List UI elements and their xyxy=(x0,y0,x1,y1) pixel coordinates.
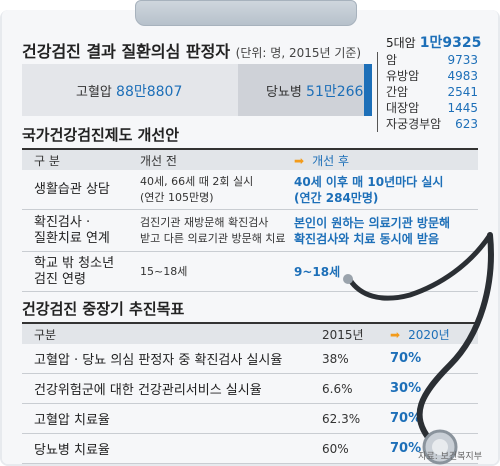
diabetes-value: 51만266 xyxy=(306,84,364,100)
cancer-row: 대장암 1445 xyxy=(386,101,478,115)
table-row: 건강위험군에 대한 건강관리서비스 실시율 6.6% 30% xyxy=(22,374,478,404)
arrow-right-icon: ➡ xyxy=(294,154,305,168)
table-row: 당뇨병 치료율 60% 70% xyxy=(22,434,478,464)
cancer-list: 암 9733 유방암 4983 간암 2541 대장암 1445 자궁경부암 623 xyxy=(386,52,478,132)
table-row: 고혈압 · 당뇨 의심 판정자 중 확진검사 실시율 38% 70% xyxy=(22,344,478,374)
table-row: 학교 밖 청소년 검진 연령 15~18세 9~18세 xyxy=(22,252,478,292)
hypertension-bar xyxy=(22,64,238,116)
table-row: 확진검사 · 질환치료 연계 검진기관 재방문해 확진검사 받고 다른 의료기관 방… xyxy=(22,210,478,252)
cancer-bar xyxy=(364,64,372,116)
goals-table-header: 구분 2015년 ➡ 2020년 xyxy=(22,322,478,344)
reform-title: 국가건강검진제도 개선안 xyxy=(22,126,180,144)
source-note: 자료: 보건복지부 xyxy=(418,452,482,462)
reform-table: 구 분 개선 전 ➡ 개선 후 생활습관 상담 40세, 66세 때 2회 실시(… xyxy=(22,148,478,292)
goals-title: 건강검진 중장기 추진목표 xyxy=(22,300,185,318)
cancer-row: 자궁경부암 623 xyxy=(386,117,478,131)
diabetes-label: 당뇨병 51만266 xyxy=(266,84,364,100)
cancer-row: 암 9733 xyxy=(386,53,478,67)
reform-table-header: 구 분 개선 전 ➡ 개선 후 xyxy=(22,148,478,170)
diabetes-bar xyxy=(238,64,364,116)
suspects-title-text: 건강검진 결과 질환의심 판정자 xyxy=(22,42,231,61)
arrow-right-icon: ➡ xyxy=(390,328,401,342)
unit-note: (단위: 명, 2015년 기준) xyxy=(235,46,362,60)
cancer-bracket xyxy=(377,52,383,132)
cancer-heading: 5대암 1만9325 xyxy=(386,35,482,51)
cancer-row: 간암 2541 xyxy=(386,85,478,99)
cancer-row: 유방암 4983 xyxy=(386,69,478,83)
hypertension-value: 88만8807 xyxy=(116,84,183,100)
hypertension-label: 고혈압 88만8807 xyxy=(76,84,183,100)
suspects-bar: 고혈압 88만8807 당뇨병 51만266 xyxy=(22,64,372,116)
table-row: 생활습관 상담 40세, 66세 때 2회 실시 (연간 105만명) 40세 이… xyxy=(22,170,478,210)
suspects-title: 건강검진 결과 질환의심 판정자 (단위: 명, 2015년 기준) xyxy=(22,38,361,62)
clipboard-clip-icon xyxy=(135,0,357,26)
table-row: 고혈압 치료율 62.3% 70% xyxy=(22,404,478,434)
cancer-total: 1만9325 xyxy=(419,35,482,51)
goals-table: 구분 2015년 ➡ 2020년 고혈압 · 당뇨 의심 판정자 중 확진검사 실… xyxy=(22,322,478,464)
